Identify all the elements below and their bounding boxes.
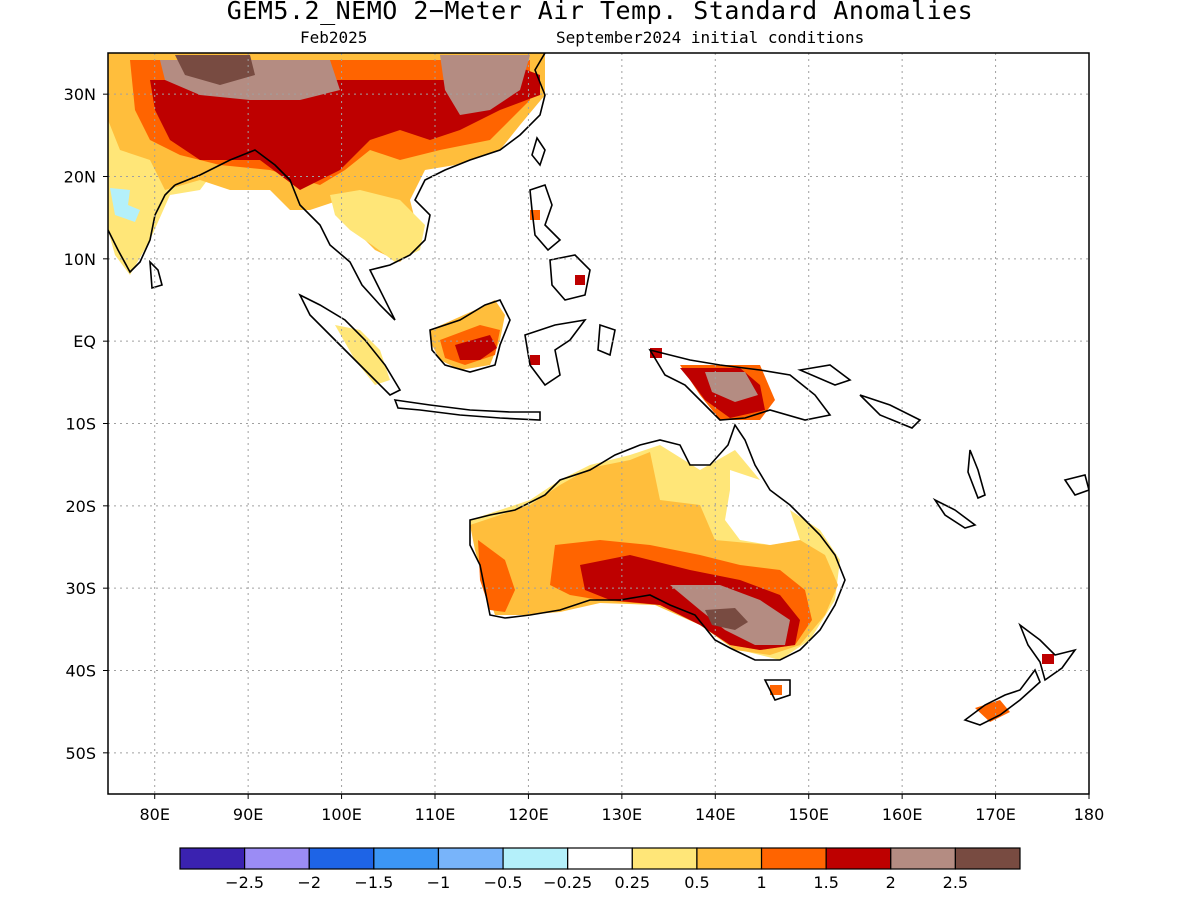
- anomaly-region-halmahera: [650, 348, 662, 358]
- anomaly-region-tibet-dark-brown: [175, 55, 255, 85]
- colorbar-swatch: [760, 847, 827, 870]
- colorbar-label: −2.5: [225, 873, 264, 892]
- lon-tick-label: 110E: [415, 805, 456, 824]
- lon-tick-label: 150E: [788, 805, 829, 824]
- coastline-bay-of-bengal: [174, 149, 396, 321]
- lat-tick-label: EQ: [73, 332, 96, 351]
- forecast-month: Feb2025: [300, 28, 368, 47]
- colorbar-swatch: [437, 847, 504, 870]
- lon-tick-label: 140E: [695, 805, 736, 824]
- colorbar-label: −1: [427, 873, 451, 892]
- anomaly-region-nz-north: [1042, 654, 1054, 664]
- coastline-australia: [469, 423, 846, 661]
- lat-tick-label: 50S: [65, 744, 96, 763]
- anomaly-region-mindanao: [575, 275, 585, 285]
- colorbar-label: −2: [297, 873, 321, 892]
- coastline-borneo: [429, 299, 511, 373]
- coastline-srilanka: [149, 259, 163, 290]
- lon-tick-label: 160E: [882, 805, 923, 824]
- colorbar-label: −0.25: [543, 873, 592, 892]
- anomaly-region-sulawesi: [530, 355, 540, 365]
- coastline-java: [393, 399, 541, 421]
- coastline-nz-south: [963, 668, 1041, 726]
- coastline-solomons: [859, 394, 922, 429]
- colorbar-swatch: [631, 847, 698, 870]
- latitude-axis: 30N 20N 10N EQ 10S 20S 30S 40S 50S: [64, 85, 108, 763]
- colorbar-swatch: [567, 847, 633, 870]
- initial-conditions: September2024 initial conditions: [556, 28, 865, 47]
- map-title: GEM5.2_NEMO 2−Meter Air Temp. Standard A…: [226, 0, 974, 25]
- anomaly-region-newguinea-light-brown: [705, 372, 758, 402]
- colorbar-swatch: [890, 847, 956, 870]
- coastline-halmahera: [597, 323, 616, 357]
- lon-tick-label: 120E: [508, 805, 549, 824]
- coastline-luzon: [529, 183, 562, 252]
- coastline-sumatra: [298, 293, 402, 396]
- coastline-vanuatu: [967, 449, 986, 500]
- colorbar-swatch: [954, 847, 1021, 870]
- lat-tick-label: 10N: [64, 250, 96, 269]
- coastline-india: [108, 184, 176, 274]
- colorbar-swatch: [696, 847, 763, 870]
- lon-tick-label: 130E: [602, 805, 643, 824]
- lat-tick-label: 10S: [65, 415, 96, 434]
- anomaly-region-tasmania: [770, 685, 782, 695]
- colorbar-swatch: [502, 847, 569, 870]
- colorbar-label: −0.5: [484, 873, 523, 892]
- colorbar-label: 2.5: [943, 873, 968, 892]
- lat-tick-label: 20S: [65, 497, 96, 516]
- anomaly-region-india-blue: [110, 188, 140, 222]
- colorbar: −2.5 −2 −1.5 −1 −0.5 −0.25 0.25 0.5 1 1.5 2 2.5: [179, 847, 1021, 892]
- lat-tick-label: 40S: [65, 662, 96, 681]
- coastline-fiji: [1063, 474, 1089, 496]
- lon-tick-label: 80E: [139, 805, 169, 824]
- colorbar-swatch: [244, 847, 310, 870]
- longitude-axis: 80E 90E 100E 110E 120E 130E 140E 150E 160E 170E 18…: [139, 794, 1104, 824]
- colorbar-swatch: [308, 847, 375, 870]
- lon-tick-label: 170E: [975, 805, 1016, 824]
- coastline-mindanao: [549, 254, 591, 301]
- colorbar-label: 0.25: [614, 873, 650, 892]
- colorbar-label: 1.5: [813, 873, 838, 892]
- lon-tick-label: 100E: [321, 805, 362, 824]
- coastline-tasmania: [763, 679, 791, 701]
- lon-tick-label: 90E: [233, 805, 263, 824]
- colorbar-swatch: [373, 847, 440, 870]
- lon-tick-label: 180: [1074, 805, 1105, 824]
- anomaly-region-indochina-light: [330, 190, 425, 262]
- anomaly-region-australia-white: [725, 470, 800, 545]
- coastline-new-caledonia: [932, 497, 977, 529]
- colorbar-swatch: [179, 847, 246, 870]
- coastline-newguinea: [648, 348, 832, 421]
- anomaly-field: [108, 53, 1054, 722]
- coastline-nz-north: [1018, 622, 1077, 682]
- grid-lines: [108, 53, 1089, 794]
- anomaly-region-sw-australia-deep-orange: [478, 540, 515, 612]
- anomaly-region-luzon: [530, 210, 540, 220]
- coastlines: [108, 53, 1089, 726]
- coastline-taiwan: [531, 136, 546, 167]
- coastline-newbritain: [797, 364, 852, 386]
- anomaly-region-china-light-brown: [440, 55, 530, 115]
- lat-tick-label: 20N: [64, 168, 96, 187]
- anomaly-region-sumatra: [335, 325, 390, 385]
- colorbar-swatch: [825, 847, 892, 870]
- lat-tick-label: 30N: [64, 85, 96, 104]
- coastline-indochina: [368, 53, 546, 321]
- coastline-sulawesi: [524, 318, 587, 387]
- lat-tick-label: 30S: [65, 579, 96, 598]
- colorbar-label: 0.5: [684, 873, 709, 892]
- colorbar-label: 1: [756, 873, 766, 892]
- colorbar-label: 2: [886, 873, 896, 892]
- colorbar-label: −1.5: [354, 873, 393, 892]
